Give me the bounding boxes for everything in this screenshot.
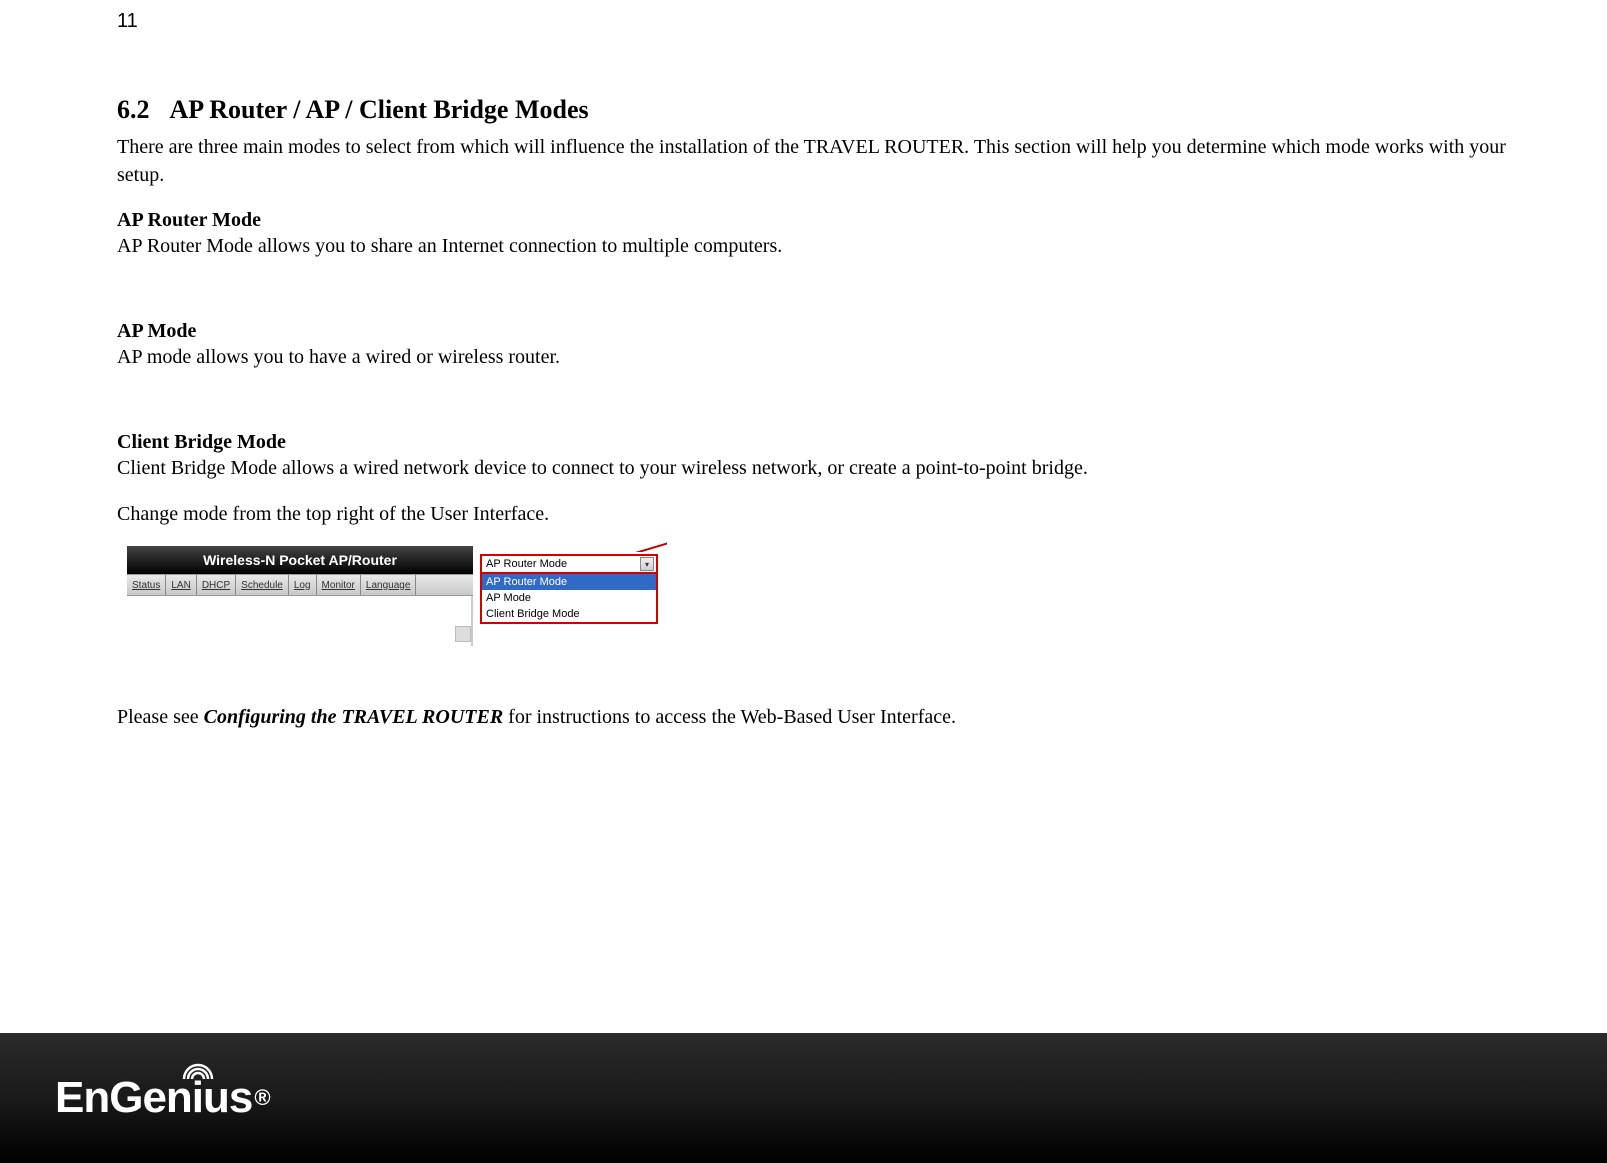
menu-item-lan[interactable]: LAN xyxy=(166,575,196,595)
router-ui-menu-bar: Status LAN DHCP Schedule Log Monitor Lan… xyxy=(127,574,473,596)
mode-select-value: AP Router Mode xyxy=(486,558,567,570)
mode-dropdown-list: AP Router Mode AP Mode Client Bridge Mod… xyxy=(480,574,658,624)
main-content: 6.2AP Router / AP / Client Bridge Modes … xyxy=(117,95,1517,729)
reference-text: Please see Configuring the TRAVEL ROUTER… xyxy=(117,706,1517,729)
menu-item-status[interactable]: Status xyxy=(127,575,166,595)
section-heading: 6.2 AP Router / AP / Client Bridge Modes xyxy=(117,95,1517,125)
ui-screenshot: Wireless-N Pocket AP/Router Status LAN D… xyxy=(117,546,777,676)
reference-prefix: Please see xyxy=(117,706,204,728)
mode-text-ap-router: AP Router Mode allows you to share an In… xyxy=(117,232,1517,260)
change-mode-instruction: Change mode from the top right of the Us… xyxy=(117,500,1517,528)
logo-part-1: EnGen xyxy=(55,1073,192,1123)
mode-heading-client-bridge: Client Bridge Mode xyxy=(117,431,1517,454)
page-number: 11 xyxy=(117,10,138,33)
menu-item-log[interactable]: Log xyxy=(289,575,317,595)
section-number: 6.2 xyxy=(117,95,150,124)
mode-text-ap: AP mode allows you to have a wired or wi… xyxy=(117,343,1517,371)
section-intro: There are three main modes to select fro… xyxy=(117,133,1517,189)
dropdown-option-ap-router[interactable]: AP Router Mode xyxy=(482,574,656,590)
dropdown-option-client-bridge[interactable]: Client Bridge Mode xyxy=(482,606,656,622)
menu-item-schedule[interactable]: Schedule xyxy=(236,575,289,595)
mode-text-client-bridge: Client Bridge Mode allows a wired networ… xyxy=(117,454,1517,482)
mode-select[interactable]: AP Router Mode ▾ xyxy=(480,554,658,574)
mode-dropdown-area: AP Router Mode ▾ AP Router Mode AP Mode … xyxy=(480,554,660,624)
reference-link-text: Configuring the TRAVEL ROUTER xyxy=(204,706,504,728)
dropdown-option-ap[interactable]: AP Mode xyxy=(482,590,656,606)
reference-suffix: for instructions to access the Web-Based… xyxy=(503,706,956,728)
menu-item-monitor[interactable]: Monitor xyxy=(317,575,361,595)
page-footer: EnGen i us® xyxy=(0,1033,1607,1163)
mode-heading-ap-router: AP Router Mode xyxy=(117,209,1517,232)
menu-item-language[interactable]: Language xyxy=(361,575,417,595)
router-ui-body xyxy=(117,596,473,646)
wifi-icon xyxy=(180,1057,216,1083)
logo-part-i: i xyxy=(192,1073,203,1123)
chevron-down-icon[interactable]: ▾ xyxy=(640,557,654,571)
highlight-arrow-icon xyxy=(627,540,667,552)
engenius-logo: EnGen i us® xyxy=(55,1073,270,1123)
mode-heading-ap: AP Mode xyxy=(117,320,1517,343)
section-title: AP Router / AP / Client Bridge Modes xyxy=(170,95,589,124)
menu-item-dhcp[interactable]: DHCP xyxy=(197,575,236,595)
router-ui-title-bar: Wireless-N Pocket AP/Router xyxy=(127,546,473,574)
registered-icon: ® xyxy=(254,1085,269,1111)
